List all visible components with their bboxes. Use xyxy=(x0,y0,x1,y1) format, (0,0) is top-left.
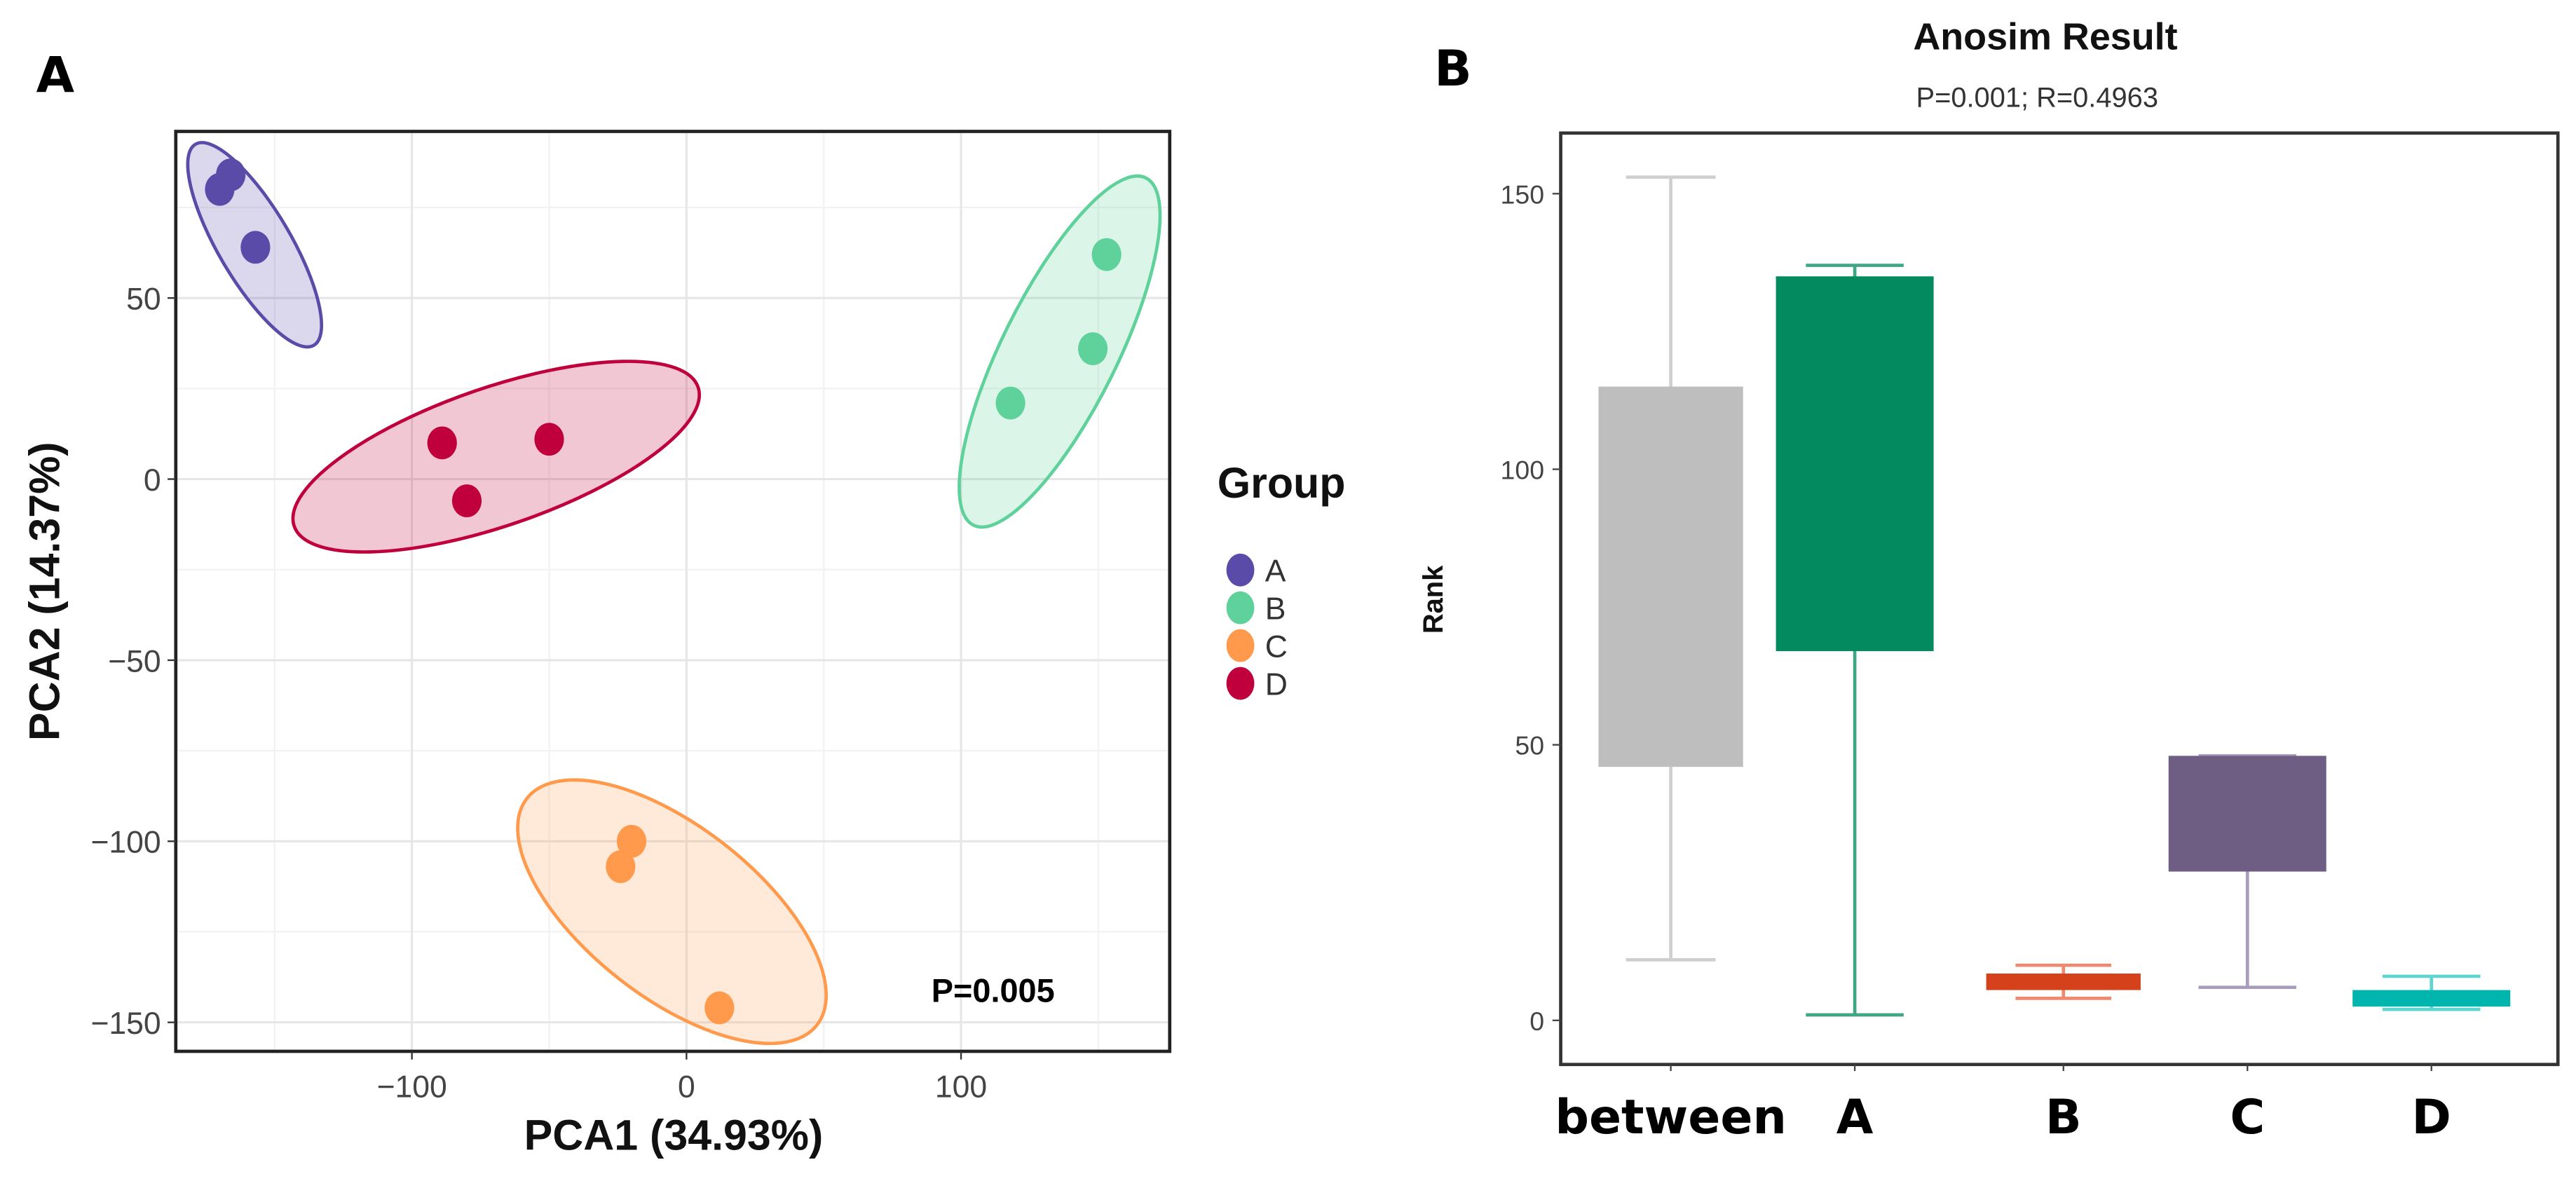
panel-label-a: A xyxy=(36,46,75,104)
legend-key-d xyxy=(1226,667,1255,700)
y-tick-label: 150 xyxy=(1501,179,1545,209)
x-tick-label-c: C xyxy=(2230,1090,2265,1145)
data-point-a xyxy=(205,172,235,206)
box-between xyxy=(1598,386,1743,767)
confidence-ellipse-c xyxy=(516,778,828,1046)
y-tick-label: 50 xyxy=(1515,731,1544,760)
data-point-c xyxy=(704,991,735,1025)
legend-key-c xyxy=(1226,629,1255,662)
y-tick-label: 50 xyxy=(126,282,161,317)
data-point-a xyxy=(240,231,271,264)
pca-points xyxy=(205,158,1122,1025)
pca-grid xyxy=(175,131,1170,1051)
anosim-boxes xyxy=(1598,175,2511,1017)
data-point-b xyxy=(1077,332,1108,365)
y-tick-label: −150 xyxy=(90,1006,161,1041)
y-tick-label: 0 xyxy=(1529,1006,1544,1036)
anosim-y-axis-title: Rank xyxy=(1418,565,1449,634)
pca-p-value: P=0.005 xyxy=(932,973,1055,1009)
box-d xyxy=(2352,990,2511,1007)
anosim-title: Anosim Result xyxy=(1913,15,2177,57)
data-point-b xyxy=(1091,238,1122,271)
data-point-c xyxy=(616,824,647,858)
y-tick-label: 100 xyxy=(1501,456,1545,485)
x-tick-label-d: D xyxy=(2412,1090,2451,1145)
x-tick-label: −100 xyxy=(377,1070,447,1105)
anosim-plot-border xyxy=(1559,131,2560,1067)
confidence-ellipse-d xyxy=(291,360,702,554)
anosim-ticks: between A B C D 0 50 100 150 xyxy=(1501,179,2451,1145)
legend-key-b xyxy=(1226,591,1255,624)
pca-ellipses xyxy=(186,141,1162,1046)
box-b xyxy=(1986,974,2141,990)
pca-plot: −100 0 100 50 0 −50 −100 −150 P=0.005 PCA1 (34.… xyxy=(20,130,1346,1159)
panel-label-b: B xyxy=(1434,40,1472,97)
y-tick-label: −50 xyxy=(108,644,161,678)
pca-ticks: −100 0 100 50 0 −50 −100 −150 xyxy=(90,282,987,1105)
data-point-b xyxy=(995,386,1025,420)
data-point-d xyxy=(451,484,482,518)
y-tick-label: 0 xyxy=(144,463,161,498)
legend-label-b: B xyxy=(1265,592,1286,627)
data-point-d xyxy=(534,423,564,456)
box-a xyxy=(1776,276,1934,651)
pca-y-axis-title: PCA2 (14.37%) xyxy=(20,442,68,741)
data-point-c xyxy=(606,850,636,883)
pca-x-axis-title: PCA1 (34.93%) xyxy=(524,1112,824,1159)
x-tick-label-between: between xyxy=(1555,1090,1787,1145)
y-tick-label: −100 xyxy=(90,826,161,860)
x-tick-label-b: B xyxy=(2045,1090,2082,1145)
x-tick-label: 0 xyxy=(678,1070,695,1105)
anosim-plot: Anosim Result P=0.001; R=0.4963 between A… xyxy=(1418,15,2560,1145)
pca-plot-border xyxy=(174,130,1172,1053)
legend-label-a: A xyxy=(1265,554,1286,589)
box-c xyxy=(2168,756,2326,872)
x-tick-label: 100 xyxy=(935,1070,987,1105)
legend-label-d: D xyxy=(1265,667,1288,702)
confidence-ellipse-b xyxy=(958,174,1162,529)
x-tick-label-a: A xyxy=(1836,1090,1874,1145)
legend-label-c: C xyxy=(1265,630,1288,664)
legend-title: Group xyxy=(1218,459,1346,507)
legend-key-a xyxy=(1226,553,1255,587)
anosim-subtitle: P=0.001; R=0.4963 xyxy=(1916,82,2158,113)
data-point-d xyxy=(427,426,457,460)
